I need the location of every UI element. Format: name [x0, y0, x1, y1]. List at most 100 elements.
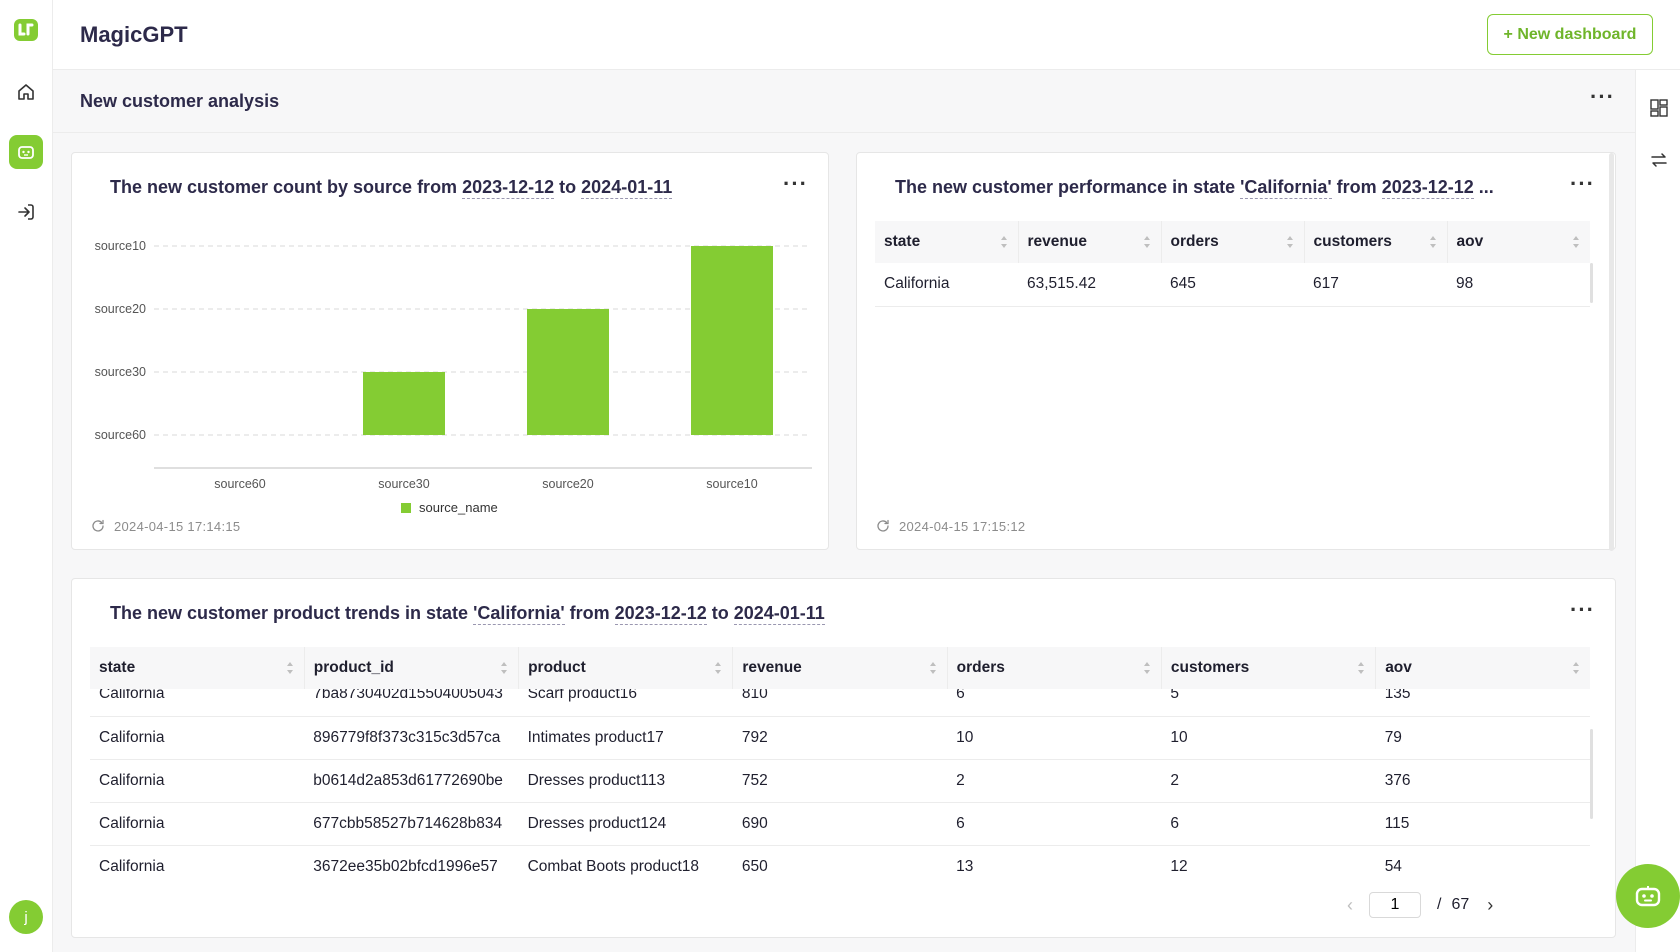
refresh-timestamp: 2024-04-15 17:15:12: [875, 518, 1025, 534]
sort-icon[interactable]: [1357, 661, 1365, 675]
nav-home[interactable]: [9, 75, 43, 109]
column-header[interactable]: product: [518, 647, 734, 689]
table-cell: California: [90, 689, 305, 717]
column-header[interactable]: orders: [947, 647, 1162, 689]
bar-source20[interactable]: [527, 309, 609, 435]
table-cell: 115: [1375, 802, 1590, 846]
refresh-icon[interactable]: [875, 518, 891, 534]
column-header[interactable]: revenue: [1018, 221, 1162, 263]
product-trends-body: California 7ba8730402d15504005043 Scarf …: [90, 689, 1590, 881]
chart-legend[interactable]: source_name: [401, 500, 498, 515]
page-separator: /: [1437, 896, 1442, 913]
sort-icon[interactable]: [1000, 235, 1008, 249]
nav-logout[interactable]: [9, 195, 43, 229]
sort-icon[interactable]: [1572, 235, 1580, 249]
refresh-icon[interactable]: [90, 518, 106, 534]
table-cell: 650: [732, 845, 948, 881]
state-filter[interactable]: 'California': [473, 603, 565, 625]
table-row[interactable]: California 677cbb58527b714628b834 Dresse…: [90, 802, 1590, 846]
bar-source30[interactable]: [363, 372, 445, 435]
date-from[interactable]: 2023-12-12: [614, 603, 707, 625]
sort-icon[interactable]: [1572, 661, 1580, 675]
y-axis: source10 source20 source30 source60: [95, 239, 146, 442]
table-card-product-trends: The new customer product trends in state…: [71, 578, 1616, 938]
nav-assistant[interactable]: [9, 135, 43, 169]
table-body-viewport[interactable]: California 7ba8730402d15504005043 Scarf …: [90, 689, 1590, 881]
table-cell: 3672ee35b02bfcd1996e57: [304, 845, 519, 881]
table-cell: 690: [732, 802, 948, 846]
sort-icon[interactable]: [1143, 661, 1151, 675]
table-row[interactable]: California 3672ee35b02bfcd1996e57 Combat…: [90, 845, 1590, 881]
dashboard-more-icon[interactable]: ···: [1590, 84, 1615, 109]
table-cell: 79: [1375, 716, 1590, 760]
state-filter[interactable]: 'California': [1240, 177, 1332, 199]
prev-page-icon[interactable]: ‹: [1347, 894, 1353, 915]
column-header[interactable]: customers: [1161, 647, 1377, 689]
card-more-icon[interactable]: ···: [1570, 171, 1595, 196]
layout-grid-icon[interactable]: [1649, 98, 1669, 118]
column-header-label: customers: [1313, 233, 1392, 250]
table-cell: California: [90, 802, 305, 846]
table-scrollbar[interactable]: [1590, 729, 1593, 819]
y-tick-label: source30: [95, 365, 146, 379]
table-cell: 12: [1161, 845, 1376, 881]
table-cell: 2: [1161, 759, 1376, 803]
column-header-label: aov: [1385, 659, 1412, 676]
column-header[interactable]: revenue: [732, 647, 948, 689]
table-cell: Dresses product124: [518, 802, 733, 846]
table-cell: Scarf product16: [518, 689, 733, 717]
table-cell: 13: [947, 845, 1162, 881]
card-scrollbar[interactable]: [1609, 153, 1614, 551]
column-header[interactable]: aov: [1447, 221, 1590, 263]
next-page-icon[interactable]: ›: [1487, 894, 1494, 915]
x-tick-label: source30: [378, 477, 429, 491]
sort-icon[interactable]: [1429, 235, 1437, 249]
table-cell: 5: [1161, 689, 1376, 717]
title-text: ...: [1473, 177, 1494, 197]
dashboard-area: New customer analysis ··· The new custom…: [53, 70, 1635, 952]
column-header-label: product_id: [313, 659, 394, 676]
user-avatar[interactable]: j: [9, 900, 43, 934]
date-from[interactable]: 2023-12-12: [1381, 177, 1474, 199]
table-row[interactable]: California 7ba8730402d15504005043 Scarf …: [90, 689, 1590, 717]
column-header[interactable]: aov: [1375, 647, 1590, 689]
date-to[interactable]: 2024-01-11: [733, 603, 825, 625]
new-dashboard-button[interactable]: + New dashboard: [1487, 14, 1653, 55]
assistant-fab[interactable]: [1616, 864, 1680, 928]
logo-icon[interactable]: [13, 17, 39, 43]
column-header[interactable]: orders: [1161, 221, 1305, 263]
sort-icon[interactable]: [286, 661, 294, 675]
bars: [363, 246, 773, 435]
table-cell: Combat Boots product18: [518, 845, 733, 881]
column-header[interactable]: state: [90, 647, 305, 689]
page-number-input[interactable]: [1369, 892, 1421, 918]
column-header[interactable]: customers: [1304, 221, 1448, 263]
card-title: The new customer count by source from 20…: [110, 177, 673, 199]
table-row[interactable]: California b0614d2a853d61772690be Dresse…: [90, 759, 1590, 803]
table-cell: 810: [732, 689, 948, 717]
table-cell: 792: [732, 716, 948, 760]
swap-icon[interactable]: [1649, 150, 1669, 170]
date-from[interactable]: 2023-12-12: [462, 177, 555, 199]
sort-icon[interactable]: [1286, 235, 1294, 249]
column-header-label: revenue: [1027, 233, 1087, 250]
table-row[interactable]: California 63,515.42 645 617 98: [875, 263, 1590, 307]
table-scrollbar[interactable]: [1590, 263, 1593, 303]
card-more-icon[interactable]: ···: [783, 171, 808, 196]
table-cell: 10: [947, 716, 1162, 760]
legend-label: source_name: [419, 500, 498, 515]
title-text: to: [706, 603, 734, 623]
table-cell: 63,515.42: [1018, 263, 1161, 307]
sort-icon[interactable]: [500, 661, 508, 675]
card-more-icon[interactable]: ···: [1570, 597, 1595, 622]
column-header[interactable]: state: [875, 221, 1019, 263]
bar-source10[interactable]: [691, 246, 773, 435]
bar-chart: source10 source20 source30 source60 sour…: [95, 239, 812, 491]
date-to[interactable]: 2024-01-11: [581, 177, 673, 199]
column-header[interactable]: product_id: [304, 647, 520, 689]
sort-icon[interactable]: [714, 661, 722, 675]
table-row[interactable]: California 896779f8f373c315c3d57ca Intim…: [90, 716, 1590, 760]
sort-icon[interactable]: [1143, 235, 1151, 249]
sort-icon[interactable]: [929, 661, 937, 675]
table-cell: California: [875, 263, 1018, 307]
